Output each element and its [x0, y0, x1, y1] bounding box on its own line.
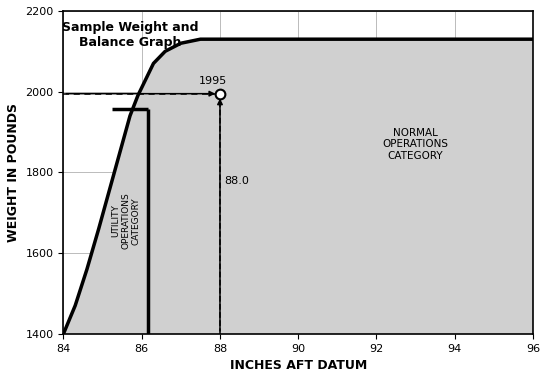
Text: 88.0: 88.0: [225, 177, 249, 186]
Text: 1995: 1995: [199, 75, 226, 86]
Polygon shape: [63, 39, 533, 334]
X-axis label: INCHES AFT DATUM: INCHES AFT DATUM: [230, 359, 367, 372]
Text: UTILITY
OPERATIONS
CATEGORY: UTILITY OPERATIONS CATEGORY: [111, 193, 141, 249]
Text: Sample Weight and
Balance Graph: Sample Weight and Balance Graph: [62, 21, 198, 49]
Y-axis label: WEIGHT IN POUNDS: WEIGHT IN POUNDS: [7, 103, 20, 242]
Text: NORMAL
OPERATIONS
CATEGORY: NORMAL OPERATIONS CATEGORY: [382, 127, 449, 161]
